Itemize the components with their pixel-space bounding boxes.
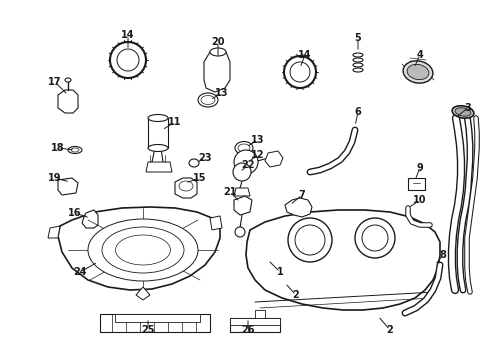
Circle shape: [235, 227, 244, 237]
Polygon shape: [100, 314, 209, 332]
Ellipse shape: [238, 144, 249, 152]
Ellipse shape: [115, 235, 170, 265]
Circle shape: [284, 56, 315, 88]
Polygon shape: [175, 178, 197, 198]
Text: 19: 19: [48, 173, 61, 183]
Circle shape: [232, 163, 250, 181]
Text: 14: 14: [298, 50, 311, 60]
Text: 13: 13: [215, 88, 228, 98]
Polygon shape: [264, 151, 283, 167]
Ellipse shape: [352, 53, 362, 57]
Polygon shape: [115, 314, 200, 322]
Ellipse shape: [352, 63, 362, 67]
Ellipse shape: [352, 58, 362, 62]
Ellipse shape: [189, 159, 199, 167]
Text: 20: 20: [211, 37, 224, 47]
Polygon shape: [229, 318, 280, 325]
Ellipse shape: [102, 227, 183, 273]
Text: 16: 16: [68, 208, 81, 218]
Text: 22: 22: [241, 160, 254, 170]
Polygon shape: [58, 90, 78, 113]
Circle shape: [361, 225, 387, 251]
Polygon shape: [82, 210, 98, 228]
Text: 4: 4: [416, 50, 423, 60]
Text: 7: 7: [298, 190, 305, 200]
Text: 2: 2: [386, 325, 392, 335]
Ellipse shape: [209, 48, 225, 56]
Text: 3: 3: [464, 103, 470, 113]
Polygon shape: [285, 198, 311, 217]
Text: 26: 26: [241, 325, 254, 335]
Circle shape: [354, 218, 394, 258]
Text: 24: 24: [73, 267, 86, 277]
Text: 15: 15: [193, 173, 206, 183]
Polygon shape: [407, 178, 424, 190]
Text: 18: 18: [51, 143, 65, 153]
Text: 6: 6: [354, 107, 361, 117]
Text: 14: 14: [121, 30, 135, 40]
Polygon shape: [58, 178, 78, 195]
Polygon shape: [136, 287, 150, 300]
Circle shape: [294, 225, 325, 255]
Polygon shape: [234, 196, 251, 215]
Polygon shape: [245, 210, 439, 310]
Polygon shape: [148, 118, 168, 148]
Polygon shape: [203, 52, 229, 92]
Text: 9: 9: [416, 163, 423, 173]
Ellipse shape: [65, 78, 71, 82]
Circle shape: [287, 218, 331, 262]
Ellipse shape: [451, 106, 473, 118]
Text: 10: 10: [412, 195, 426, 205]
Polygon shape: [229, 318, 280, 332]
Text: 1: 1: [276, 267, 283, 277]
Text: 2: 2: [292, 290, 299, 300]
Ellipse shape: [71, 148, 79, 152]
Ellipse shape: [198, 93, 218, 107]
Circle shape: [289, 62, 309, 82]
Circle shape: [234, 150, 258, 174]
Polygon shape: [58, 207, 220, 290]
Ellipse shape: [402, 61, 432, 83]
Text: 5: 5: [354, 33, 361, 43]
Text: 12: 12: [251, 150, 264, 160]
Circle shape: [110, 42, 146, 78]
Text: 13: 13: [251, 135, 264, 145]
Ellipse shape: [406, 64, 428, 80]
Text: 23: 23: [198, 153, 211, 163]
Polygon shape: [146, 162, 172, 172]
Ellipse shape: [148, 144, 168, 152]
Text: 8: 8: [439, 250, 446, 260]
Polygon shape: [234, 188, 249, 196]
Polygon shape: [209, 216, 222, 230]
Text: 21: 21: [223, 187, 236, 197]
Polygon shape: [48, 226, 60, 238]
Text: 11: 11: [168, 117, 182, 127]
Ellipse shape: [235, 141, 252, 154]
Circle shape: [117, 49, 139, 71]
Text: 17: 17: [48, 77, 61, 87]
Ellipse shape: [352, 68, 362, 72]
Polygon shape: [254, 310, 264, 318]
Ellipse shape: [88, 219, 198, 281]
Ellipse shape: [179, 181, 193, 191]
Ellipse shape: [148, 114, 168, 122]
Text: 25: 25: [141, 325, 154, 335]
Ellipse shape: [68, 147, 82, 153]
Ellipse shape: [201, 95, 215, 104]
Ellipse shape: [454, 108, 470, 116]
